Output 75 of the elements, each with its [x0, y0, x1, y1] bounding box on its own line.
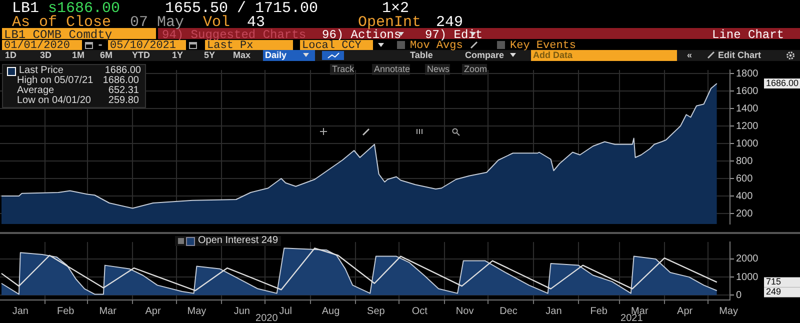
text: Compare — [465, 50, 504, 61]
text: 715 — [766, 276, 782, 287]
y-tick-label: 200 — [736, 208, 754, 220]
x-tick-label: Aug — [322, 306, 340, 317]
x-tick-label: Jul — [279, 306, 292, 317]
text: 5Y — [204, 50, 216, 61]
annotation: 1686.00 — [102, 75, 139, 86]
text: 43 — [247, 14, 266, 31]
x-tick-label: May — [187, 306, 206, 317]
x-tick-label: Mar — [99, 306, 118, 317]
button: Zoom — [462, 64, 488, 75]
text: 1D — [5, 50, 17, 61]
button: Daily — [263, 50, 315, 61]
x-tick-label: Jan — [546, 306, 562, 317]
x-tick-label: Feb — [590, 306, 608, 317]
x-tick-label: Nov — [456, 306, 474, 317]
input-field: LB1 COMB Comdty — [2, 28, 156, 39]
x-tick-label: Sep — [367, 306, 386, 317]
text: Vol — [203, 14, 230, 31]
y-tick-label: 1000 — [736, 138, 759, 150]
button: Annotate — [372, 64, 410, 75]
y-tick-label: 1400 — [736, 103, 759, 114]
input-field: Last Px — [205, 40, 293, 50]
x-tick-label: Jan — [12, 306, 28, 317]
input-field: 05/10/2021 — [108, 40, 186, 50]
text: 1×2 — [382, 0, 410, 17]
y-tick-label: 2000 — [736, 254, 759, 265]
text: 2020 — [256, 312, 278, 323]
text: 1Y — [172, 50, 184, 61]
y-tick-label: 1200 — [736, 120, 759, 132]
annotation: 1686.00 — [104, 65, 141, 76]
text: YTD — [132, 50, 150, 61]
y-tick-label: 1800 — [736, 68, 759, 80]
text: 97) Edit — [425, 28, 483, 42]
annotation: 259.80 — [107, 95, 139, 106]
text: Table — [410, 50, 433, 61]
x-tick-label: Feb — [56, 306, 75, 317]
input-field: Local CCY — [300, 40, 373, 50]
x-tick-label: Dec — [500, 306, 518, 317]
text: Max — [233, 50, 251, 61]
input-field: 01/01/2020 — [2, 40, 82, 50]
text: 249 — [766, 286, 782, 297]
x-tick-label: Jun — [234, 306, 250, 317]
text: Mov Avgs — [410, 40, 463, 52]
annotation: 652.31 — [107, 85, 139, 96]
text: 1M — [72, 50, 85, 61]
annotation: Low on 04/01/20 — [17, 95, 92, 106]
x-tick-label: Oct — [412, 306, 428, 317]
text: « — [687, 50, 692, 61]
text: Key Events — [510, 40, 576, 52]
text: LB1 — [12, 0, 40, 17]
input-field: Add Data — [531, 50, 677, 61]
y-tick-label: 1600 — [736, 86, 759, 97]
text: 1686.00 — [766, 78, 799, 88]
y-tick-label: 1000 — [736, 272, 759, 283]
x-tick-label: May — [719, 306, 738, 317]
text: OpenInt — [358, 14, 422, 31]
text: 3D — [40, 50, 52, 61]
annotation: Average — [17, 85, 54, 96]
legend-label: Open Interest 249 — [198, 235, 278, 246]
text: 07 May — [130, 14, 184, 31]
y-tick-label: 400 — [736, 190, 754, 202]
text: - — [97, 40, 104, 52]
button: Track — [330, 64, 354, 75]
y-tick-label: 800 — [736, 156, 754, 167]
annotation: High on 05/07/21 — [17, 75, 94, 86]
x-tick-label: Apr — [145, 306, 162, 317]
text: Line Chart — [712, 28, 784, 42]
y-tick-label: 600 — [736, 173, 754, 184]
text: Edit Chart — [718, 50, 762, 61]
x-tick-label: Apr — [677, 306, 694, 317]
y-tick-label: 0 — [736, 290, 742, 301]
text: 2021 — [620, 312, 644, 323]
text: 6M — [100, 50, 113, 61]
legend-label: Last Price — [19, 65, 64, 76]
